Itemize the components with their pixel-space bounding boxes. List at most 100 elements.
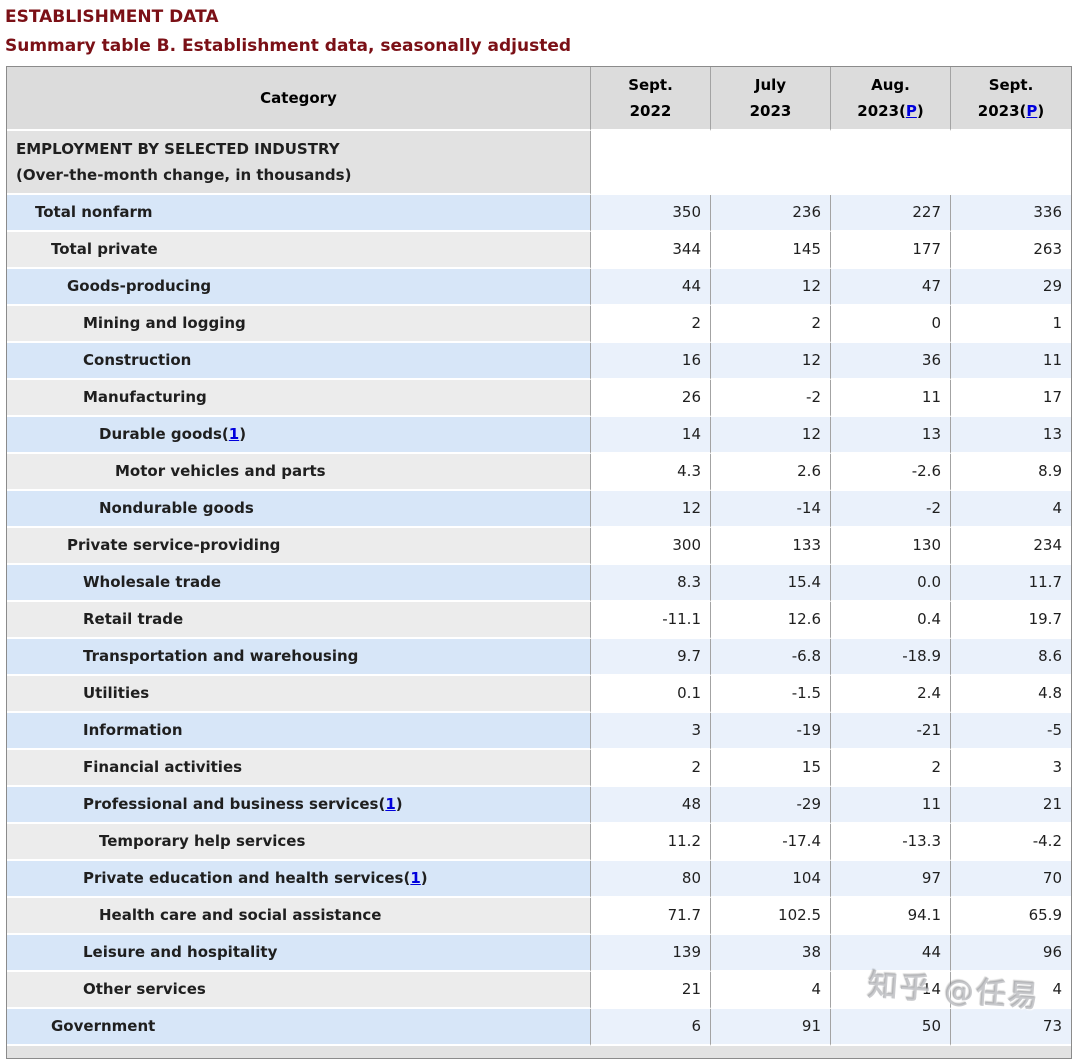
footnote-link[interactable]: 1 [385,795,396,813]
table-row: Nondurable goods 12 -14 -2 4 [7,491,1071,528]
value-cell: 17 [951,380,1071,417]
value-cell: 263 [951,232,1071,269]
value-cell: 3 [591,713,711,750]
value-cell: 73 [951,1009,1071,1046]
value-cell: -14 [711,491,831,528]
value-cell: 11 [831,380,951,417]
value-cell: 11 [951,343,1071,380]
table-row: Utilities 0.1 -1.5 2.4 4.8 [7,676,1071,713]
row-label: Health care and social assistance [7,898,591,935]
value-cell: -4.2 [951,824,1071,861]
row-label: Private service-providing [7,528,591,565]
value-cell: 13 [951,417,1071,454]
table-row: Durable goods(1) 14 12 13 13 [7,417,1071,454]
table-row: Motor vehicles and parts 4.3 2.6 -2.6 8.9 [7,454,1071,491]
value-cell: 12 [711,343,831,380]
row-label: Private education and health services(1) [7,861,591,898]
value-cell: -1.5 [711,676,831,713]
footnote-link[interactable]: 1 [228,425,240,443]
value-cell: 8.3 [591,565,711,602]
preliminary-link[interactable]: P [1026,102,1038,120]
value-cell: 1 [951,306,1071,343]
value-cell: 0.0 [831,565,951,602]
column-header: Sept. 2022 [591,67,711,131]
value-cell: 234 [951,528,1071,565]
row-label: Utilities [7,676,591,713]
row-label: Financial activities [7,750,591,787]
value-cell: 12 [711,417,831,454]
row-label: Total nonfarm [7,195,591,232]
value-cell: 4 [951,491,1071,528]
table-row: Wholesale trade 8.3 15.4 0.0 11.7 [7,565,1071,602]
section-title: EMPLOYMENT BY SELECTED INDUSTRY (Over-th… [7,131,591,195]
value-cell: 0.4 [831,602,951,639]
column-header: July 2023 [711,67,831,131]
value-cell: 0 [831,306,951,343]
row-label: Information [7,713,591,750]
table-row: Total private 344 145 177 263 [7,232,1071,269]
value-cell: 12 [711,269,831,306]
value-cell: 2 [831,750,951,787]
value-cell: 9.7 [591,639,711,676]
section-title-line2: (Over-the-month change, in thousands) [16,166,352,184]
value-cell: 80 [591,861,711,898]
value-cell: -2 [831,491,951,528]
value-cell: 11.2 [591,824,711,861]
value-cell: 12.6 [711,602,831,639]
value-cell: 11 [831,787,951,824]
value-cell: -13.3 [831,824,951,861]
value-cell: 104 [711,861,831,898]
table-body: EMPLOYMENT BY SELECTED INDUSTRY (Over-th… [7,131,1071,1058]
row-label: Transportation and warehousing [7,639,591,676]
table-row: Government 6 91 50 73 [7,1009,1071,1046]
value-cell: 48 [591,787,711,824]
value-cell: 4.8 [951,676,1071,713]
preliminary-link[interactable]: P [905,102,917,120]
footnote-link[interactable]: 1 [410,869,421,887]
table-row: Retail trade -11.1 12.6 0.4 19.7 [7,602,1071,639]
table-row: Information 3 -19 -21 -5 [7,713,1071,750]
value-cell: 4.3 [591,454,711,491]
value-cell: 12 [591,491,711,528]
value-cell: 13 [831,417,951,454]
table-row: Mining and logging 2 2 0 1 [7,306,1071,343]
table-row: Professional and business services(1) 48-… [7,787,1071,824]
value-cell: 300 [591,528,711,565]
summary-table: Category Sept. 2022 July 2023 Aug. 2023(P) Sep… [6,66,1072,1059]
row-label: Temporary help services [7,824,591,861]
value-cell: 50 [831,1009,951,1046]
value-cell: 16 [591,343,711,380]
value-cell: -2 [711,380,831,417]
value-cell: 15 [711,750,831,787]
page-title: ESTABLISHMENT DATA [5,7,219,27]
section-empty-cell [591,131,1071,195]
value-cell: 71.7 [591,898,711,935]
value-cell: 65.9 [951,898,1071,935]
value-cell: 19.7 [951,602,1071,639]
value-cell: 344 [591,232,711,269]
row-label: Retail trade [7,602,591,639]
row-label: Professional and business services(1) [7,787,591,824]
row-label: Mining and logging [7,306,591,343]
value-cell: -19 [711,713,831,750]
value-cell: 11.7 [951,565,1071,602]
table-row: Total nonfarm 350 236 227 336 [7,195,1071,232]
value-cell: 8.9 [951,454,1071,491]
table-row: Private education and health services(1)… [7,861,1071,898]
row-label: Total private [7,232,591,269]
value-cell: -29 [711,787,831,824]
row-label: Durable goods(1) [7,417,591,454]
row-label: Construction [7,343,591,380]
row-label: Manufacturing [7,380,591,417]
value-cell: 3 [951,750,1071,787]
value-cell: 15.4 [711,565,831,602]
page-subtitle: Summary table B. Establishment data, sea… [5,36,572,56]
table-row: Leisure and hospitality 139 38 44 96 [7,935,1071,972]
value-cell: 70 [951,861,1071,898]
value-cell: 8.6 [951,639,1071,676]
row-label: Nondurable goods [7,491,591,528]
value-cell: 94.1 [831,898,951,935]
section-header-row: EMPLOYMENT BY SELECTED INDUSTRY (Over-th… [7,131,1071,195]
value-cell: -18.9 [831,639,951,676]
